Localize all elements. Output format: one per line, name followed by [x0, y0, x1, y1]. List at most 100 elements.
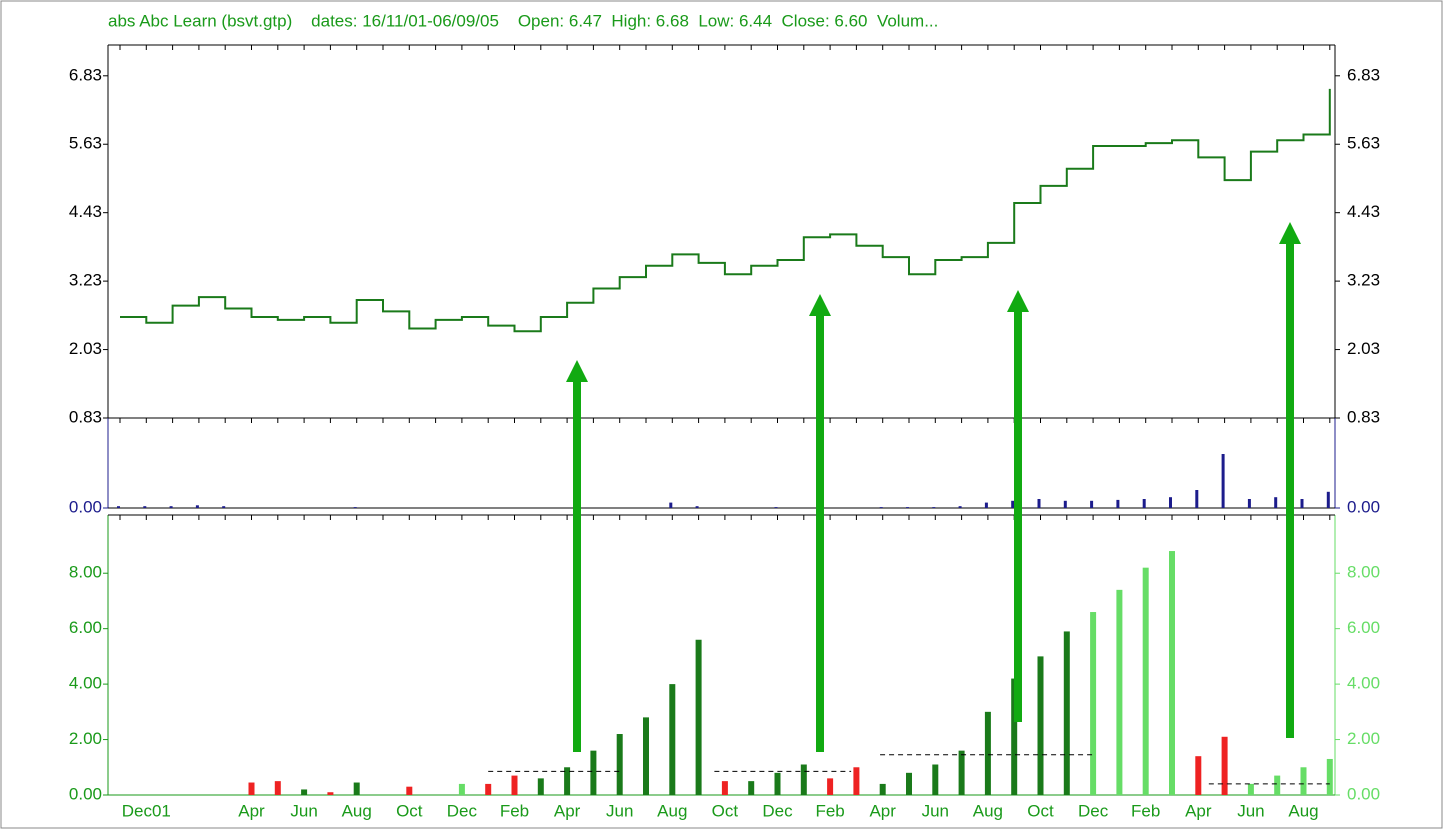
bar [1142, 567, 1149, 795]
bar [169, 506, 173, 508]
bar [1011, 678, 1018, 795]
arrow-head [809, 294, 831, 316]
bar [906, 507, 909, 508]
bar [669, 502, 673, 508]
bar [1063, 631, 1070, 795]
bar [879, 507, 883, 508]
y-tick-label: 4.00 [69, 674, 102, 693]
bar [1300, 767, 1307, 795]
bar [353, 782, 360, 795]
x-tick-label: Dec [447, 801, 478, 820]
bar [1274, 497, 1278, 508]
arrow-head [1007, 290, 1029, 312]
bar [1300, 499, 1304, 508]
bar [1116, 589, 1123, 795]
x-tick-label: Feb [815, 801, 844, 820]
x-tick-label: Aug [657, 801, 687, 820]
x-tick-label: Aug [973, 801, 1003, 820]
y-tick-label-right: 4.43 [1347, 202, 1380, 221]
arrow-head [1279, 222, 1301, 244]
bar [616, 734, 623, 795]
bar [1195, 490, 1199, 508]
x-tick-label: Feb [1131, 801, 1160, 820]
bar [695, 506, 699, 508]
bar [511, 775, 518, 795]
bar [222, 506, 226, 508]
x-tick-label: Jun [922, 801, 949, 820]
y-tick-label: 0.83 [69, 407, 102, 426]
y-tick-label: 0.00 [69, 497, 102, 516]
x-tick-label: Jun [606, 801, 633, 820]
x-tick-label: Apr [238, 801, 265, 820]
bar [1037, 499, 1041, 508]
bar [1090, 612, 1097, 795]
y-tick-label-right: 0.00 [1347, 497, 1380, 516]
bar [406, 786, 413, 795]
bar [1247, 783, 1254, 795]
bar [1116, 499, 1120, 508]
bar [1221, 736, 1228, 795]
y-tick-label-right: 5.63 [1347, 134, 1380, 153]
y-tick-label-right: 4.00 [1347, 674, 1380, 693]
bar [564, 767, 571, 795]
bar [721, 781, 728, 795]
bar [1221, 454, 1225, 508]
bar [932, 507, 936, 508]
arrow [816, 312, 824, 752]
bar [117, 506, 120, 508]
bar [274, 781, 281, 795]
bar [1274, 775, 1281, 795]
y-tick-label: 0.00 [69, 784, 102, 803]
y-tick-label-right: 0.83 [1347, 407, 1380, 426]
bar [774, 507, 778, 508]
bar [984, 711, 991, 795]
bar [1142, 499, 1146, 508]
bar [774, 772, 781, 795]
x-tick-label: Jun [1237, 801, 1264, 820]
bar [1063, 500, 1067, 508]
bar [143, 506, 147, 508]
x-tick-label: Feb [500, 801, 529, 820]
bar [1169, 497, 1172, 508]
arrow [1286, 240, 1294, 738]
bar [353, 507, 357, 508]
bar [800, 764, 807, 795]
arrow [1014, 308, 1022, 722]
y-tick-label: 3.23 [69, 271, 102, 290]
y-tick-label-right: 2.00 [1347, 729, 1380, 748]
bar [458, 783, 465, 795]
bar [1326, 758, 1333, 795]
bar [879, 783, 886, 795]
bar [590, 750, 597, 795]
y-tick-label-right: 6.00 [1347, 618, 1380, 637]
y-tick-label-right: 3.23 [1347, 271, 1380, 290]
bar [958, 750, 965, 795]
bar [853, 767, 860, 795]
bar [958, 506, 962, 508]
annotation-arrows [566, 222, 1301, 752]
y-tick-label-right: 8.00 [1347, 563, 1380, 582]
bar [906, 772, 912, 795]
bar [695, 639, 702, 795]
x-tick-label: Apr [1185, 801, 1212, 820]
bar [537, 778, 544, 795]
bar [327, 792, 334, 795]
bar [984, 502, 988, 508]
bar [301, 789, 308, 795]
x-tick-label: Apr [554, 801, 581, 820]
y-tick-label: 5.63 [69, 134, 102, 153]
x-tick-label: Oct [1027, 801, 1054, 820]
arrow [573, 378, 581, 752]
bar [195, 505, 199, 508]
price-line [120, 88, 1331, 333]
bar [248, 782, 255, 795]
bar [1326, 491, 1330, 508]
y-tick-label: 4.43 [69, 202, 102, 221]
x-tick-label: Dec [1078, 801, 1109, 820]
bar [1037, 656, 1044, 795]
y-tick-label: 2.03 [69, 339, 102, 358]
y-tick-label-right: 0.00 [1347, 784, 1380, 803]
bar [932, 764, 939, 795]
bar [1247, 499, 1251, 508]
